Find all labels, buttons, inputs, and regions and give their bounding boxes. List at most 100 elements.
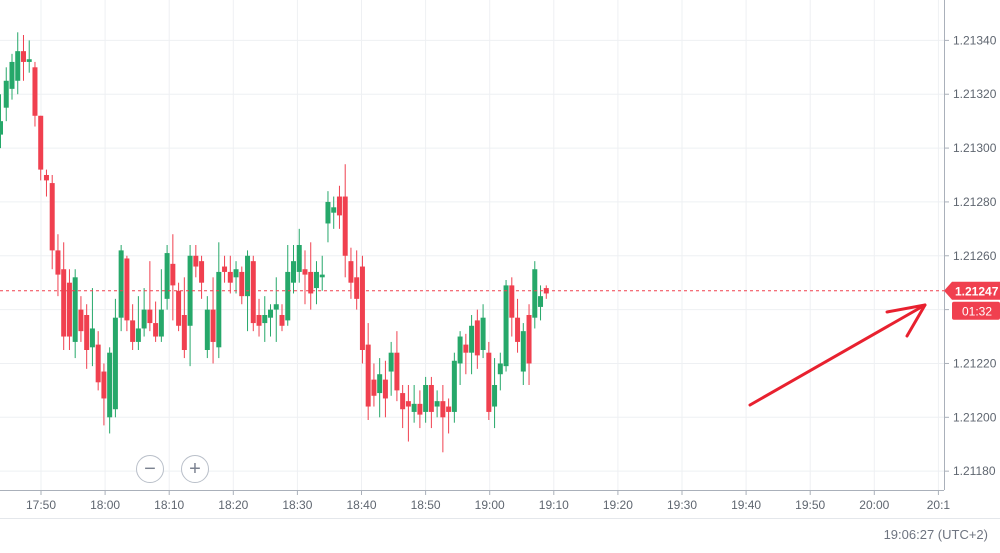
candle-body	[279, 315, 285, 326]
candle-body	[9, 61, 15, 89]
candle-body	[290, 261, 296, 283]
x-tick-label: 20:1	[927, 498, 951, 512]
candle-body	[509, 285, 515, 318]
candle-body	[72, 277, 78, 342]
y-tick-label: 1.21180	[953, 464, 996, 478]
candle-body	[492, 385, 498, 407]
candle-body	[176, 290, 182, 326]
current-price-label: 1.21247	[955, 284, 999, 298]
candle-body	[222, 266, 228, 272]
x-tick-label: 18:40	[346, 498, 376, 512]
x-tick-label: 18:00	[90, 498, 120, 512]
candle-body	[515, 317, 521, 342]
countdown-label: 01:32	[962, 304, 992, 318]
candle-body	[411, 403, 417, 412]
candle-body	[210, 309, 216, 342]
x-tick-label: 18:20	[218, 498, 248, 512]
candle-body	[469, 325, 475, 353]
candle-body	[43, 175, 49, 181]
x-tick-label: 17:50	[26, 498, 56, 512]
candle-body	[15, 51, 21, 81]
candle-body	[153, 323, 159, 337]
x-tick-label: 19:10	[539, 498, 569, 512]
x-tick-label: 19:50	[795, 498, 825, 512]
candle-body	[296, 245, 302, 272]
candle-body	[325, 201, 331, 224]
candle-body	[440, 401, 446, 418]
candle-body	[89, 328, 95, 348]
current-price-tag	[944, 281, 1000, 300]
candle-body	[141, 309, 147, 329]
candle-body	[49, 183, 55, 251]
candle-body	[394, 352, 400, 391]
candle-body	[0, 121, 3, 135]
candle-body	[451, 360, 457, 412]
x-tick-label: 19:40	[731, 498, 761, 512]
candle-body	[342, 196, 348, 256]
candle-body	[365, 344, 371, 407]
candle-body	[262, 315, 268, 324]
candle-body	[417, 403, 423, 415]
candle-body	[84, 315, 90, 350]
y-tick-label: 1.21320	[953, 87, 997, 101]
candle-body	[268, 309, 274, 318]
candle-body	[434, 401, 440, 407]
x-tick-label: 19:00	[475, 498, 505, 512]
candle-body	[118, 250, 124, 318]
candle-body	[124, 258, 130, 321]
candle-body	[250, 261, 256, 324]
candle-body	[354, 277, 360, 299]
zoom-in-button[interactable]: +	[181, 455, 209, 483]
candle-body	[101, 371, 107, 399]
candle-body	[95, 344, 101, 383]
candle-body	[532, 269, 538, 318]
candle-body	[285, 271, 291, 321]
candle-body	[520, 331, 526, 372]
candle-body	[538, 296, 544, 307]
annotation-arrow-shaft	[748, 303, 927, 407]
candle-body	[26, 59, 32, 62]
candle-body	[107, 352, 113, 418]
x-tick-label: 19:20	[603, 498, 633, 512]
candle-body	[273, 304, 279, 310]
zoom-out-button[interactable]: −	[136, 455, 164, 483]
candle-body	[216, 271, 222, 348]
x-tick-label: 18:50	[411, 498, 441, 512]
candle-body	[486, 352, 492, 412]
candle-body	[193, 255, 199, 267]
candle-body	[405, 401, 411, 407]
y-tick-label: 1.21340	[953, 33, 997, 47]
candle-body	[3, 80, 9, 108]
candle-body	[371, 379, 377, 396]
y-tick-label: 1.21220	[953, 356, 997, 370]
candle-body	[308, 271, 314, 294]
candle-body	[55, 250, 61, 275]
x-tick-label: 18:30	[282, 498, 312, 512]
candle-body	[239, 271, 245, 297]
clock-label: 19:06:27 (UTC+2)	[883, 527, 988, 542]
candle-body	[382, 379, 388, 399]
candle-body	[400, 393, 406, 410]
candle-body	[480, 317, 486, 350]
candle-body	[66, 282, 72, 337]
candle-body	[336, 196, 342, 216]
x-tick-label: 20:00	[859, 498, 889, 512]
y-tick-label: 1.21200	[953, 410, 997, 424]
candle-body	[302, 269, 308, 275]
annotation-arrow-head	[885, 303, 927, 338]
candle-body	[474, 320, 480, 356]
candle-body	[245, 255, 251, 297]
candle-body	[233, 269, 239, 278]
candle-body	[331, 207, 337, 213]
candle-body	[503, 285, 509, 367]
candle-body	[199, 261, 205, 283]
candle-body	[112, 317, 118, 410]
candle-body	[130, 320, 136, 342]
candle-body	[187, 255, 193, 326]
y-tick-label: 1.21280	[953, 195, 997, 209]
candle-body	[497, 363, 503, 375]
candle-body	[313, 271, 319, 289]
x-tick-label: 19:30	[667, 498, 697, 512]
